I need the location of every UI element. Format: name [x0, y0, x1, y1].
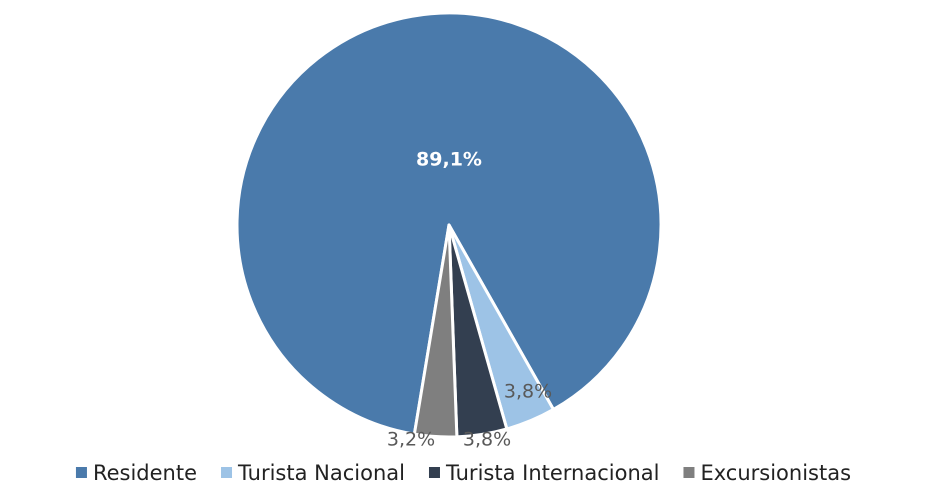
legend-swatch	[683, 467, 695, 478]
data-label: 3,2%	[387, 429, 435, 451]
legend-swatch	[75, 467, 87, 478]
data-label: 3,8%	[463, 429, 511, 451]
legend-label: Turista Internacional	[445, 461, 659, 485]
legend-label: Residente	[93, 461, 197, 485]
legend-label: Excursionistas	[700, 461, 851, 485]
legend-swatch	[221, 467, 233, 478]
data-label: 89,1%	[416, 149, 482, 171]
data-label: 3,8%	[504, 381, 552, 403]
pie-slice	[412, 223, 459, 439]
legend-label: Turista Nacional	[237, 461, 405, 485]
legend-swatch	[428, 467, 440, 478]
legend: Residente Turista Nacional Turista Interna…	[75, 461, 851, 485]
